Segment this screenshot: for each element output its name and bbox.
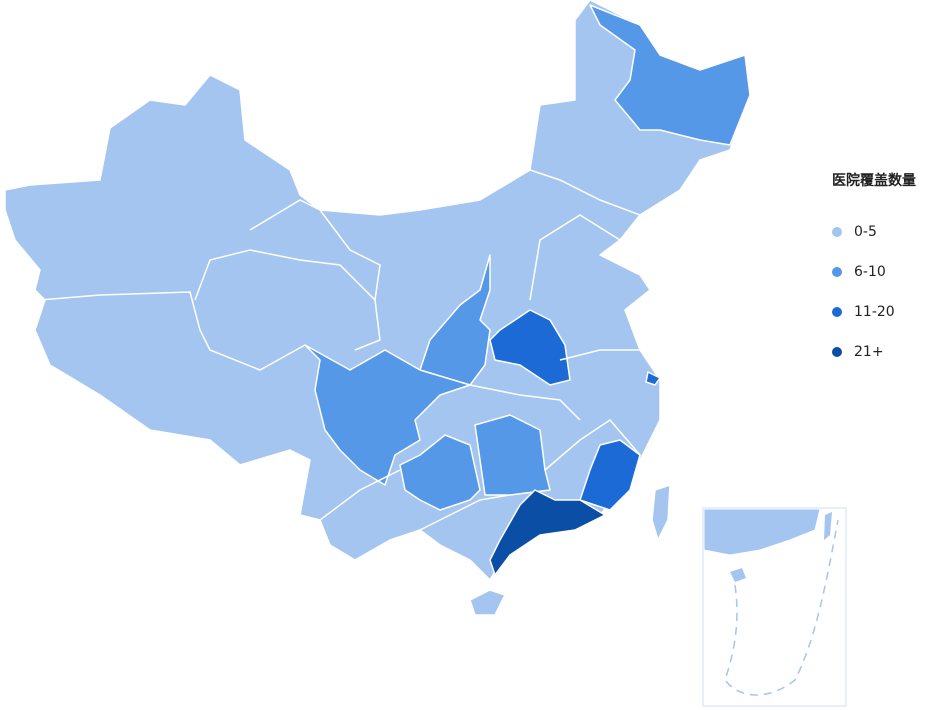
legend-item[interactable]: 0-5 — [832, 212, 916, 252]
province-region[interactable] — [474, 414, 551, 496]
legend-label: 0-5 — [854, 224, 877, 240]
legend-label: 21+ — [854, 344, 884, 360]
province-region[interactable] — [489, 489, 606, 576]
south-china-sea-inset — [702, 507, 847, 707]
province-region[interactable] — [469, 589, 506, 616]
province-region[interactable] — [579, 439, 641, 511]
province-region[interactable] — [4, 0, 751, 581]
province-region[interactable] — [645, 371, 661, 386]
legend-item[interactable]: 11-20 — [832, 292, 916, 332]
legend-dot — [832, 267, 842, 277]
province-region[interactable] — [589, 4, 751, 146]
legend-item[interactable]: 6-10 — [832, 252, 916, 292]
inset-mainland — [703, 508, 821, 556]
inset-taiwan — [824, 512, 832, 540]
legend-item[interactable]: 21+ — [832, 332, 916, 372]
province-region[interactable] — [304, 344, 471, 486]
province-borders — [39, 169, 641, 531]
legend-label: 6-10 — [854, 264, 886, 280]
nine-dash-line — [724, 519, 839, 696]
legend: 医院覆盖数量 0-5 6-10 11-20 21+ — [832, 170, 916, 372]
legend-title: 医院覆盖数量 — [832, 173, 916, 189]
inset-hainan — [730, 568, 746, 582]
legend-dot — [832, 347, 842, 357]
legend-label: 11-20 — [854, 304, 895, 320]
legend-dot — [832, 227, 842, 237]
province-region[interactable] — [399, 434, 481, 511]
legend-dot — [832, 307, 842, 317]
province-region[interactable] — [651, 484, 671, 541]
province-region[interactable] — [489, 309, 571, 386]
